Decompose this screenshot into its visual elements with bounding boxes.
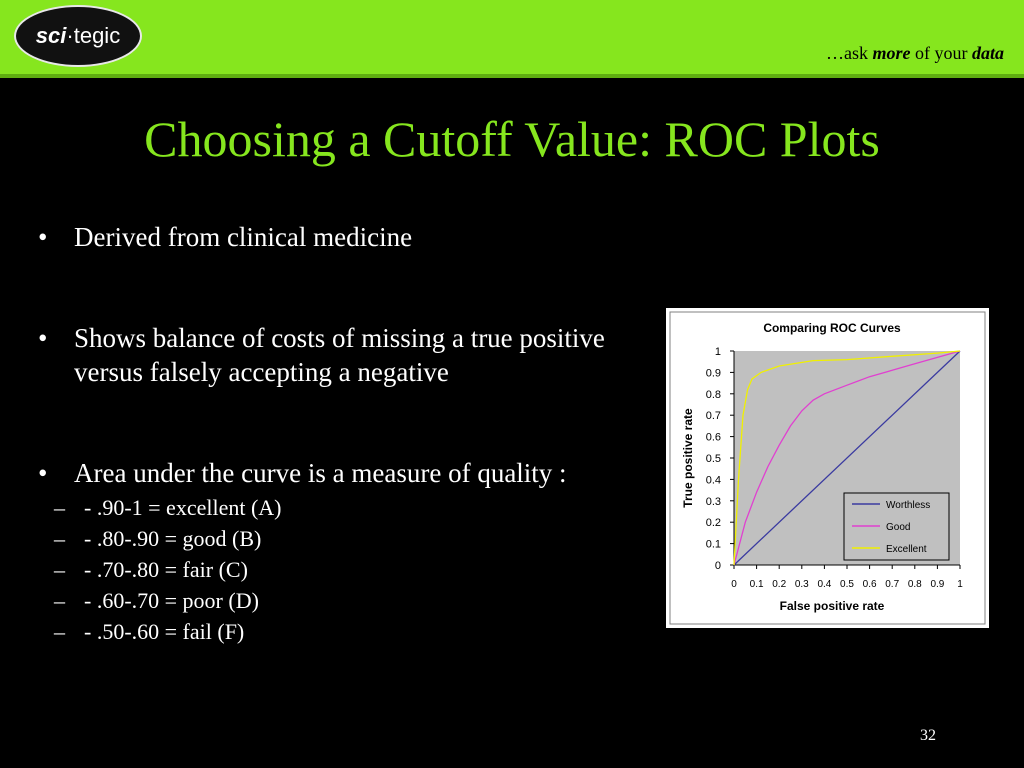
y-tick-label: 0.5 xyxy=(706,453,721,465)
x-tick-label: 0.3 xyxy=(795,579,809,590)
y-tick-label: 0.9 xyxy=(706,367,721,379)
logo-text: sci·tegic xyxy=(35,23,121,48)
bullet-text: Derived from clinical medicine xyxy=(74,222,413,252)
bullet-marker: • xyxy=(38,323,48,353)
bullet-text: Shows balance of costs of missing a true… xyxy=(74,323,605,387)
sub-bullet-item: – - .80-.90 = good (B) xyxy=(54,526,262,551)
y-tick-label: 0.8 xyxy=(706,389,721,401)
x-tick-label: 1 xyxy=(957,579,963,590)
legend-label: Worthless xyxy=(886,500,930,511)
y-axis-ticks: 0 0.1 0.2 0.3 0.4 0.5 0.6 0.7 0.8 0.9 1 xyxy=(706,346,735,572)
bullet-list: • Derived from clinical medicine • Shows… xyxy=(34,220,634,647)
series-line-good xyxy=(733,350,961,566)
x-tick-label: 0.4 xyxy=(817,579,831,590)
chart-legend: Worthless Good Excellent xyxy=(843,492,950,561)
bullet-marker: • xyxy=(38,222,48,252)
y-axis-label: True positive rate xyxy=(681,408,695,508)
y-tick-label: 0.4 xyxy=(706,474,721,486)
x-axis-ticks: 0 0.1 0.2 0.3 0.4 0.5 0.6 0.7 0.8 0.9 1 xyxy=(731,564,963,590)
roc-chart: Comparing ROC Curves 0 0.1 0.2 0.3 0.4 0.5 0.6… xyxy=(666,308,989,628)
y-tick-label: 1 xyxy=(715,346,721,358)
roc-chart-svg: Comparing ROC Curves 0 0.1 0.2 0.3 0.4 0.5 0.6… xyxy=(669,311,986,625)
sub-bullet-item: – - .60-.70 = poor (D) xyxy=(54,588,259,613)
y-tick-label: 0 xyxy=(715,560,721,572)
bullet-text: Area under the curve is a measure of qua… xyxy=(74,458,567,488)
sub-bullet-item: – - .70-.80 = fair (C) xyxy=(54,557,248,582)
x-tick-label: 0.9 xyxy=(930,579,944,590)
bullet-item: • Area under the curve is a measure of q… xyxy=(34,456,634,490)
sub-bullet-item: – - .50-.60 = fail (F) xyxy=(54,619,245,644)
x-tick-label: 0.8 xyxy=(908,579,922,590)
bullet-marker: • xyxy=(38,458,48,488)
x-tick-label: 0.6 xyxy=(863,579,877,590)
x-axis-label: False positive rate xyxy=(780,599,885,613)
legend-label: Excellent xyxy=(886,544,927,555)
scitegic-logo: sci·tegic xyxy=(14,5,142,67)
tagline: …ask more of your data xyxy=(825,43,1004,63)
header-bar xyxy=(0,0,1024,74)
sub-bullet-item: – - .90-1 = excellent (A) xyxy=(54,495,282,520)
chart-title: Comparing ROC Curves xyxy=(763,321,901,335)
x-tick-label: 0.1 xyxy=(750,579,764,590)
page-number: 32 xyxy=(920,727,936,744)
series-line-worthless xyxy=(733,350,961,566)
x-tick-label: 0 xyxy=(731,579,737,590)
y-tick-label: 0.7 xyxy=(706,410,721,422)
x-tick-label: 0.2 xyxy=(772,579,786,590)
header-divider xyxy=(0,74,1024,78)
y-tick-label: 0.2 xyxy=(706,517,721,529)
y-tick-label: 0.3 xyxy=(706,496,721,508)
slide-title: Choosing a Cutoff Value: ROC Plots xyxy=(144,111,880,167)
y-tick-label: 0.6 xyxy=(706,432,721,444)
series-lines xyxy=(733,350,961,566)
sub-bullet-list: – - .90-1 = excellent (A) – - .80-.90 = go… xyxy=(34,492,634,647)
x-tick-label: 0.7 xyxy=(885,579,899,590)
x-tick-label: 0.5 xyxy=(840,579,854,590)
bullet-item: • Shows balance of costs of missing a tr… xyxy=(34,321,634,389)
legend-label: Good xyxy=(886,522,910,533)
series-line-excellent xyxy=(733,350,961,566)
y-tick-label: 0.1 xyxy=(706,539,721,551)
bullet-item: • Derived from clinical medicine xyxy=(34,220,634,254)
